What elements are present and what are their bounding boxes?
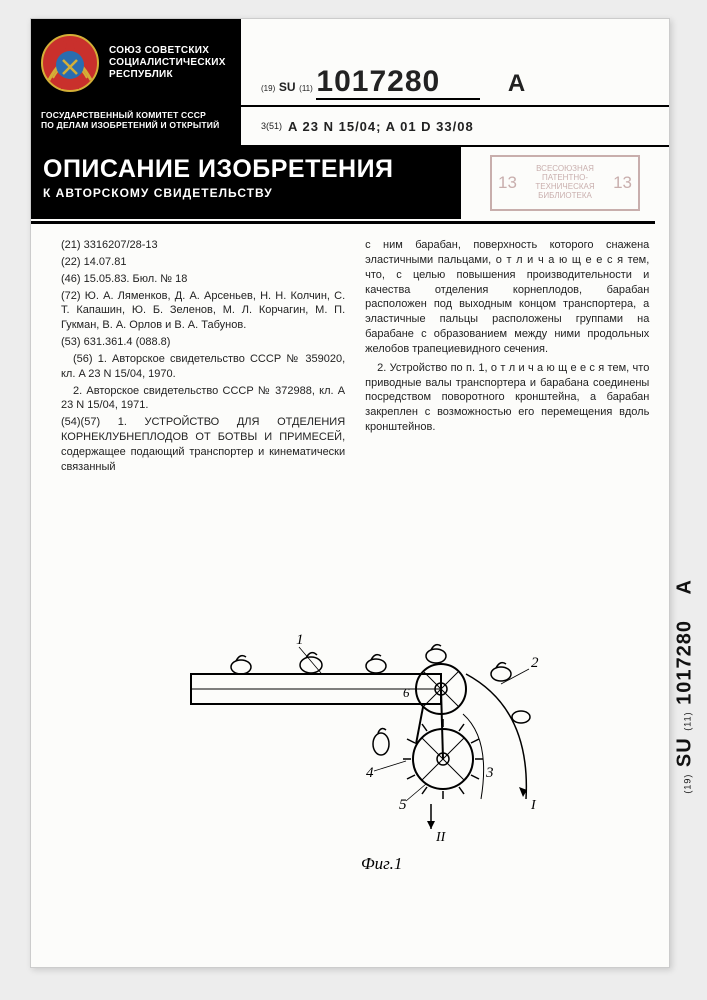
svg-text:2: 2: [531, 655, 539, 671]
union-text: СОЮЗ СОВЕТСКИХ СОЦИАЛИСТИЧЕСКИХ РЕСПУБЛИ…: [109, 45, 226, 81]
pub-number: 1017280: [316, 65, 480, 100]
field-56-2: 2. Авторское свидетельство СССР № 372988…: [61, 384, 345, 414]
field-56-1: (56) 1. Авторское свидетельство СССР № 3…: [61, 352, 345, 382]
svg-text:5: 5: [399, 797, 407, 813]
field-46: (46) 15.05.83. Бюл. № 18: [61, 272, 345, 287]
stamp-num-right: 13: [613, 173, 632, 193]
svg-text:I: I: [530, 798, 537, 813]
svg-text:II: II: [435, 830, 447, 845]
committee-text: ГОСУДАРСТВЕННЫЙ КОМИТЕТ СССР ПО ДЕЛАМ ИЗ…: [31, 107, 241, 147]
header-row-2: ГОСУДАРСТВЕННЫЙ КОМИТЕТ СССР ПО ДЕЛАМ ИЗ…: [31, 107, 669, 147]
library-stamp: 13 ВСЕСОЮЗНАЯ ПАТЕНТНО- ТЕХНИЧЕСКАЯ БИБЛ…: [490, 155, 640, 211]
field-21: (21) 3316207/28-13: [61, 238, 345, 253]
figure-1: 1 2 3 4 5 6 I II Фиг.1: [181, 599, 581, 879]
abstract-1: с ним барабан, поверхность которого снаж…: [365, 238, 649, 357]
doc-title: ОПИСАНИЕ ИЗОБРЕТЕНИЯ: [43, 155, 449, 184]
field-53: (53) 631.361.4 (088.8): [61, 335, 345, 350]
class-codes: A 23 N 15/04; A 01 D 33/08: [288, 119, 474, 134]
field-22: (22) 14.07.81: [61, 255, 345, 270]
svg-text:1: 1: [296, 632, 304, 648]
body-columns: (21) 3316207/28-13 (22) 14.07.81 (46) 15…: [31, 224, 669, 485]
ussr-emblem-icon: [39, 30, 101, 96]
publication-number: (19) SU (11) 1017280 A: [261, 65, 525, 99]
class-prefix: 3(51): [261, 121, 282, 131]
doc-subtitle: К АВТОРСКОМУ СВИДЕТЕЛЬСТВУ: [43, 186, 449, 200]
publication-number-cell: (19) SU (11) 1017280 A: [241, 19, 669, 107]
patent-page: СОЮЗ СОВЕТСКИХ СОЦИАЛИСТИЧЕСКИХ РЕСПУБЛИ…: [30, 18, 670, 968]
pub-su: SU: [279, 80, 296, 94]
left-column: (21) 3316207/28-13 (22) 14.07.81 (46) 15…: [61, 238, 345, 477]
stamp-text: ВСЕСОЮЗНАЯ ПАТЕНТНО- ТЕХНИЧЕСКАЯ БИБЛИОТ…: [517, 165, 613, 200]
svg-text:6: 6: [403, 685, 410, 700]
field-72: (72) Ю. А. Ляменков, Д. А. Арсеньев, Н. …: [61, 289, 345, 334]
prefix-19: (19): [261, 84, 275, 93]
field-54-57: (54)(57) 1. УСТРОЙСТВО ДЛЯ ОТДЕЛЕНИЯ КОР…: [61, 415, 345, 474]
classification-cell: 3(51) A 23 N 15/04; A 01 D 33/08: [241, 107, 669, 147]
side-publication-label: (19) SU (11) 1017280 A: [674, 579, 697, 794]
svg-text:3: 3: [485, 765, 494, 781]
pub-suffix: A: [508, 70, 525, 97]
header-row-1: СОЮЗ СОВЕТСКИХ СОЦИАЛИСТИЧЕСКИХ РЕСПУБЛИ…: [31, 19, 669, 107]
abstract-2: 2. Устройство по п. 1, о т л и ч а ю щ е…: [365, 361, 649, 435]
prefix-11: (11): [299, 84, 313, 93]
title-row: ОПИСАНИЕ ИЗОБРЕТЕНИЯ К АВТОРСКОМУ СВИДЕТ…: [31, 147, 669, 219]
right-column: с ним барабан, поверхность которого снаж…: [365, 238, 649, 477]
figure-label: Фиг.1: [361, 854, 402, 874]
stamp-num-left: 13: [498, 173, 517, 193]
title-block: ОПИСАНИЕ ИЗОБРЕТЕНИЯ К АВТОРСКОМУ СВИДЕТ…: [31, 147, 461, 219]
emblem-cell: СОЮЗ СОВЕТСКИХ СОЦИАЛИСТИЧЕСКИХ РЕСПУБЛИ…: [31, 19, 241, 107]
stamp-area: 13 ВСЕСОЮЗНАЯ ПАТЕНТНО- ТЕХНИЧЕСКАЯ БИБЛ…: [461, 147, 669, 219]
svg-text:4: 4: [366, 765, 374, 781]
